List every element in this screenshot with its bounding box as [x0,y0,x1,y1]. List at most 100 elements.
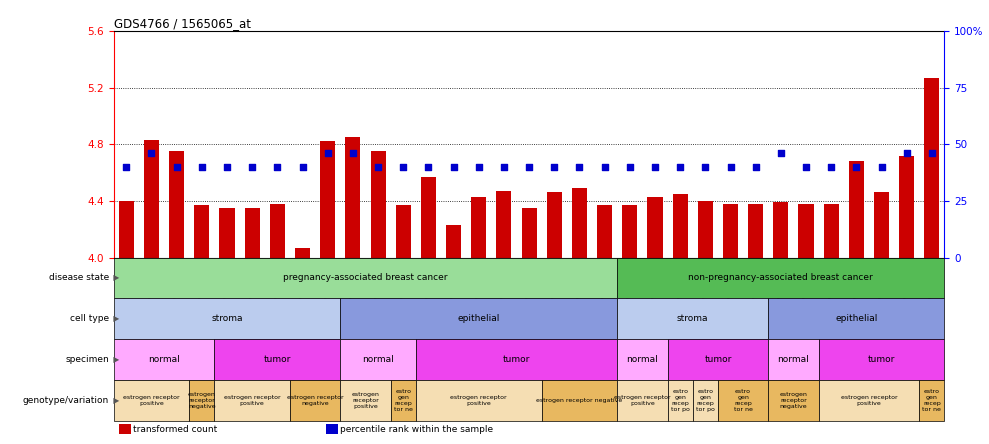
Point [194,163,210,170]
Bar [723,204,738,258]
Bar [798,204,814,258]
Point [396,163,411,170]
Point [295,163,311,170]
Text: genotype/variation: genotype/variation [23,396,109,405]
Text: estrogen receptor
positive: estrogen receptor positive [450,395,507,406]
Text: estrogen receptor negative: estrogen receptor negative [536,398,623,403]
Point [143,150,159,157]
Text: ▶: ▶ [111,314,119,323]
Text: normal: normal [777,355,809,364]
Text: tumor: tumor [502,355,530,364]
Point [899,150,915,157]
Bar [144,140,159,258]
Text: tumor: tumor [868,355,895,364]
Text: estrogen
receptor
positive: estrogen receptor positive [351,392,380,409]
Text: ▶: ▶ [111,274,119,282]
Text: estrogen receptor
positive: estrogen receptor positive [614,395,671,406]
Point [546,163,562,170]
Bar [572,188,587,258]
Point [849,163,864,170]
Text: ▶: ▶ [111,355,119,364]
Point [596,163,612,170]
Point [723,163,739,170]
Point [697,163,713,170]
Text: percentile rank within the sample: percentile rank within the sample [340,425,494,434]
Bar [673,194,687,258]
Bar [194,205,210,258]
Text: estro
gen
recep
tor ne: estro gen recep tor ne [394,389,412,412]
Bar [622,205,637,258]
Bar [496,191,511,258]
Bar [220,208,234,258]
Bar [698,201,713,258]
Point [220,163,235,170]
Text: stroma: stroma [677,314,708,323]
Bar [773,202,788,258]
Bar [748,204,764,258]
Bar [320,142,335,258]
Point [169,163,185,170]
Text: stroma: stroma [212,314,242,323]
Point [119,163,135,170]
Text: cell type: cell type [69,314,109,323]
Bar [421,177,436,258]
Text: ▶: ▶ [111,396,119,405]
Point [244,163,260,170]
Text: estro
gen
recep
tor ne: estro gen recep tor ne [734,389,753,412]
Point [319,150,335,157]
Text: estro
gen
recep
tor ne: estro gen recep tor ne [923,389,942,412]
Bar [648,197,663,258]
Text: estrogen receptor
positive: estrogen receptor positive [224,395,281,406]
Text: disease state: disease state [48,274,109,282]
Point [873,163,889,170]
Text: non-pregnancy-associated breast cancer: non-pregnancy-associated breast cancer [688,274,873,282]
Bar [295,248,311,258]
Point [572,163,587,170]
Bar [119,201,134,258]
Text: estrogen receptor
positive: estrogen receptor positive [124,395,180,406]
Bar [345,137,360,258]
Point [471,163,487,170]
Bar [169,151,184,258]
Bar [874,192,889,258]
Bar [471,197,487,258]
Bar [547,192,562,258]
Bar [270,204,285,258]
Text: estrogen
receptor
negative: estrogen receptor negative [188,392,216,409]
Text: normal: normal [626,355,659,364]
Text: epithelial: epithelial [835,314,877,323]
Bar [597,205,612,258]
Text: tumor: tumor [704,355,732,364]
Text: estro
gen
recep
tor po: estro gen recep tor po [671,389,689,412]
Bar [244,208,260,258]
Point [345,150,361,157]
Point [673,163,688,170]
Point [420,163,436,170]
Point [798,163,814,170]
Text: pregnancy-associated breast cancer: pregnancy-associated breast cancer [283,274,448,282]
Bar [849,161,864,258]
Text: normal: normal [148,355,180,364]
Point [924,150,940,157]
Bar [521,208,537,258]
Text: estro
gen
recep
tor po: estro gen recep tor po [696,389,715,412]
Point [269,163,285,170]
Text: normal: normal [362,355,394,364]
Text: estrogen receptor
negative: estrogen receptor negative [287,395,343,406]
Text: tumor: tumor [264,355,291,364]
Point [773,150,789,157]
Text: estrogen
receptor
negative: estrogen receptor negative [779,392,807,409]
Bar [396,205,410,258]
Point [622,163,638,170]
Point [823,163,839,170]
Text: estrogen receptor
positive: estrogen receptor positive [841,395,897,406]
Bar [446,225,461,258]
Bar [899,156,914,258]
Bar [925,78,940,258]
Text: specimen: specimen [65,355,109,364]
Point [647,163,663,170]
Text: GDS4766 / 1565065_at: GDS4766 / 1565065_at [114,17,251,30]
Point [370,163,386,170]
Bar [371,151,386,258]
Text: transformed count: transformed count [133,425,217,434]
